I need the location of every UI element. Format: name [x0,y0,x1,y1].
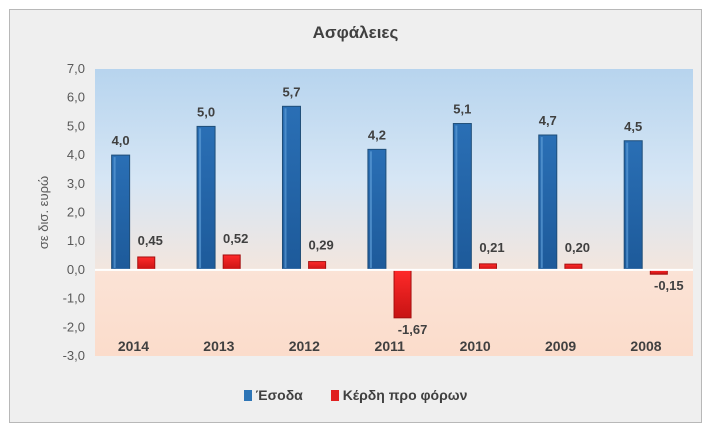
data-label-profit-2011: -1,67 [398,322,428,337]
legend-item-revenue: Έσοδα [243,387,303,403]
y-tick-label: 5,0 [67,118,85,133]
x-tick-label-2008: 2008 [630,338,661,354]
y-tick-label: -2,0 [63,319,85,334]
x-tick-label-2012: 2012 [289,338,320,354]
x-tick-label-2009: 2009 [545,338,576,354]
legend-label-revenue: Έσοδα [255,387,303,403]
bar-revenue-highlight-2012 [284,108,287,268]
data-label-revenue-2014: 4,0 [112,133,130,148]
x-tick-label-2013: 2013 [203,338,234,354]
data-label-revenue-2009: 4,7 [539,113,557,128]
bar-revenue-highlight-2013 [199,128,202,268]
y-tick-label: 1,0 [67,233,85,248]
y-axis-label: σε δισ. ευρώ [36,176,51,249]
y-tick-label: 7,0 [67,61,85,76]
bar-profit-2013 [222,254,241,271]
data-label-profit-2008: -0,15 [654,278,684,293]
y-tick-label: 6,0 [67,90,85,105]
bar-profit-2012 [308,261,327,271]
legend-swatch-profit [330,390,339,401]
data-label-profit-2013: 0,52 [223,231,248,246]
data-label-profit-2009: 0,20 [565,240,590,255]
x-tick-label-2014: 2014 [118,338,149,354]
x-tick-label-2010: 2010 [460,338,491,354]
data-label-revenue-2010: 5,1 [453,102,471,117]
bar-profit-2014 [137,256,156,271]
data-label-profit-2014: 0,45 [138,233,163,248]
bar-revenue-highlight-2011 [369,151,372,268]
data-label-revenue-2012: 5,7 [282,84,300,99]
plot-background-positive [95,69,693,270]
bar-revenue-highlight-2014 [113,157,116,268]
bar-revenue-highlight-2010 [455,125,458,268]
y-tick-label: 3,0 [67,176,85,191]
chart-legend: Έσοδα Κέρδη προ φόρων [10,387,701,403]
data-label-revenue-2013: 5,0 [197,104,215,119]
data-label-profit-2012: 0,29 [308,238,333,253]
bar-revenue-highlight-2009 [540,137,543,268]
bar-profit-2011 [393,269,412,319]
legend-label-profit: Κέρδη προ φόρων [342,387,468,403]
y-tick-label: 2,0 [67,205,85,220]
legend-swatch-revenue [243,390,252,401]
y-tick-label: -1,0 [63,291,85,306]
data-label-profit-2010: 0,21 [479,240,504,255]
y-tick-label: 0,0 [67,262,85,277]
data-label-revenue-2011: 4,2 [368,127,386,142]
legend-item-profit: Κέρδη προ φόρων [330,387,468,403]
chart-frame: Ασφάλειες -3,0 -2,0 -1,0 0,0 1,0 2,0 3,0 4,0 5,0… [9,9,702,423]
chart-plot: -3,0 -2,0 -1,0 0,0 1,0 2,0 3,0 4,0 5,0 6,0 7,0 σε δ… [36,61,693,363]
y-tick-label: 4,0 [67,147,85,162]
data-label-revenue-2008: 4,5 [624,119,642,134]
x-tick-label-2011: 2011 [375,338,406,354]
y-tick-label: -3,0 [63,348,85,363]
chart-title: Ασφάλειες [312,23,399,42]
bar-revenue-highlight-2008 [626,142,629,268]
